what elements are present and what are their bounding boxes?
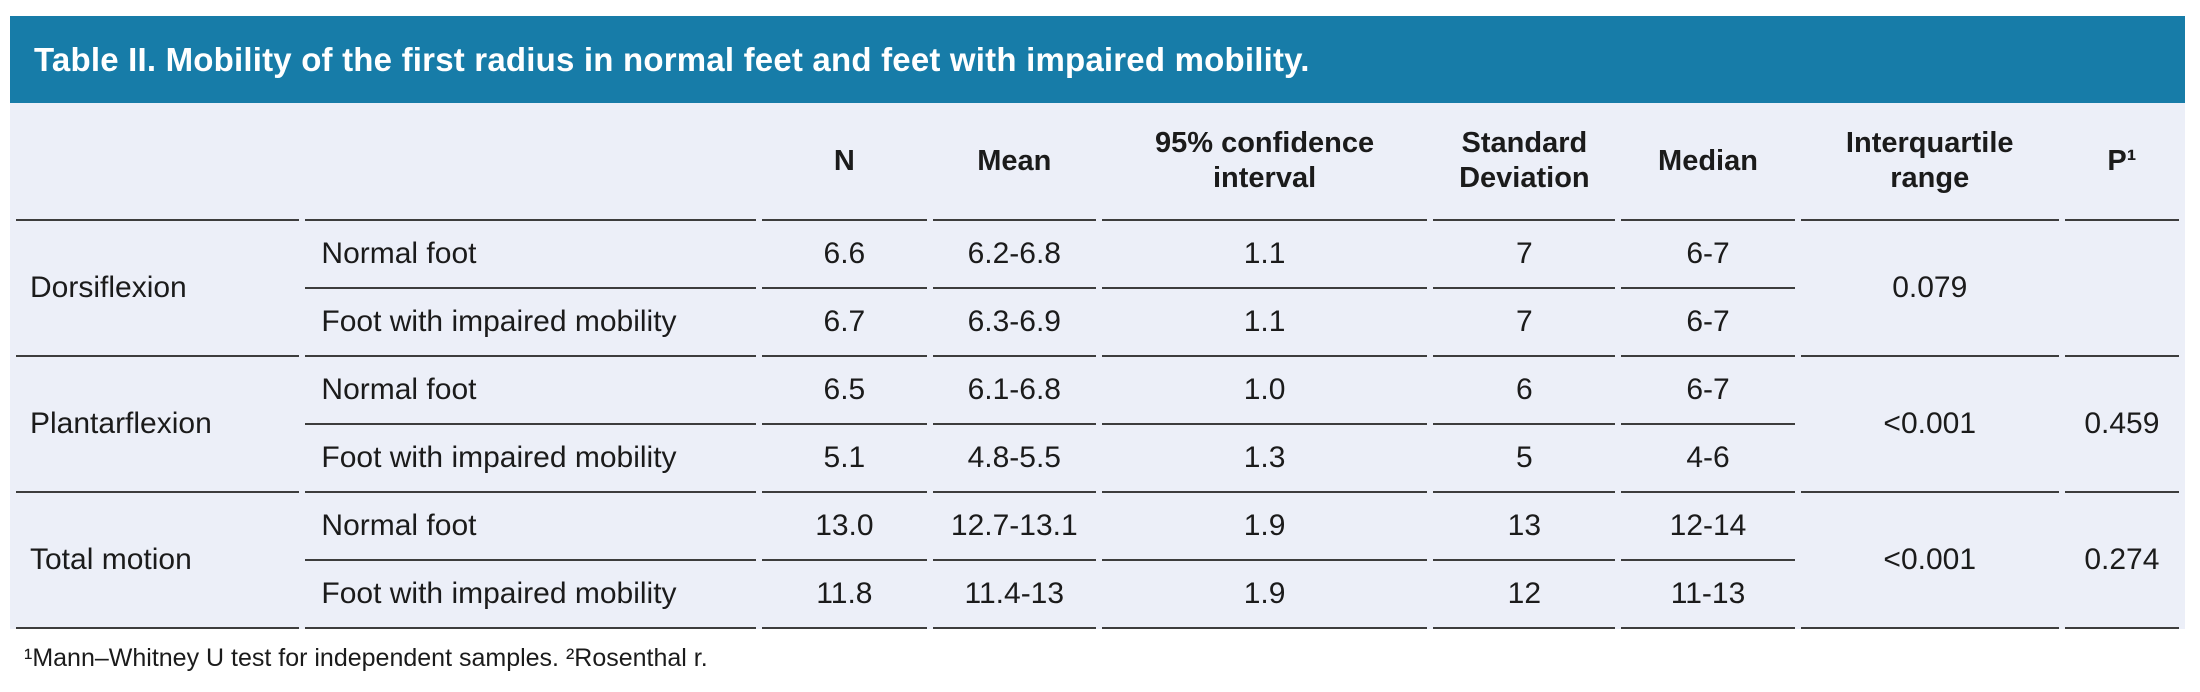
header-interquartile-range: Interquartile range	[1800, 103, 2059, 221]
sd-cell: 13	[1433, 493, 1616, 561]
ci-cell: 1.1	[1101, 289, 1428, 357]
iqr-merged-cell: <0.001	[1800, 493, 2059, 629]
n-cell: 6.5	[761, 357, 927, 425]
header-group-blank	[16, 103, 300, 221]
p-merged-cell: 0.459	[2064, 357, 2179, 493]
mean-cell: 6.2-6.8	[932, 221, 1096, 289]
table-row: Plantarflexion Normal foot 6.5 6.1-6.8 1…	[16, 357, 2179, 493]
header-standard-deviation: Standard Deviation	[1433, 103, 1616, 221]
table-row: Foot with impaired mobility 11.8 11.4-13…	[16, 561, 2179, 629]
median-cell: 4-6	[1621, 425, 1795, 493]
condition-cell: Foot with impaired mobility	[305, 425, 756, 493]
row-label-plantarflexion: Plantarflexion	[16, 357, 300, 493]
ci-cell: 1.9	[1101, 561, 1428, 629]
n-cell: 6.7	[761, 289, 927, 357]
table-title: Table II. Mobility of the first radius i…	[34, 40, 1310, 78]
table-title-bar: Table II. Mobility of the first radius i…	[10, 16, 2185, 103]
condition-cell: Normal foot	[305, 221, 756, 289]
n-cell: 11.8	[761, 561, 927, 629]
ci-cell: 1.0	[1101, 357, 1428, 425]
table-figure: Table II. Mobility of the first radius i…	[10, 16, 2185, 673]
header-median: Median	[1621, 103, 1795, 221]
median-cell: 6-7	[1621, 289, 1795, 357]
header-confidence-interval: 95% confidence interval	[1101, 103, 1428, 221]
median-cell: 6-7	[1621, 221, 1795, 289]
iqr-merged-cell: 0.079	[1800, 221, 2059, 357]
row-label-dorsiflexion: Dorsiflexion	[16, 221, 300, 357]
n-cell: 5.1	[761, 425, 927, 493]
table-row: Dorsiflexion Normal foot 6.6 6.2-6.8 1.1…	[16, 221, 2179, 357]
row-label-total-motion: Total motion	[16, 493, 300, 629]
ci-cell: 1.3	[1101, 425, 1428, 493]
median-cell: 11-13	[1621, 561, 1795, 629]
table-row: Total motion Normal foot 13.0 12.7-13.1 …	[16, 493, 2179, 629]
mean-cell: 6.1-6.8	[932, 357, 1096, 425]
table-row: Foot with impaired mobility 6.7 6.3-6.9 …	[16, 289, 2179, 357]
ci-cell: 1.9	[1101, 493, 1428, 561]
mobility-data-table: N Mean 95% confidence interval Standard …	[10, 103, 2185, 629]
sd-cell: 5	[1433, 425, 1616, 493]
header-row: N Mean 95% confidence interval Standard …	[16, 103, 2179, 221]
ci-cell: 1.1	[1101, 221, 1428, 289]
sd-cell: 12	[1433, 561, 1616, 629]
mean-cell: 6.3-6.9	[932, 289, 1096, 357]
condition-cell: Foot with impaired mobility	[305, 561, 756, 629]
table-row: Foot with impaired mobility 5.1 4.8-5.5 …	[16, 425, 2179, 493]
n-cell: 13.0	[761, 493, 927, 561]
header-n: N	[761, 103, 927, 221]
sd-cell: 7	[1433, 289, 1616, 357]
condition-cell: Normal foot	[305, 357, 756, 425]
iqr-merged-cell: <0.001	[1800, 357, 2059, 493]
condition-cell: Foot with impaired mobility	[305, 289, 756, 357]
p-merged-cell	[2064, 221, 2179, 357]
header-mean: Mean	[932, 103, 1096, 221]
header-p-value: P¹	[2064, 103, 2179, 221]
p-merged-cell: 0.274	[2064, 493, 2179, 629]
sd-cell: 6	[1433, 357, 1616, 425]
sd-cell: 7	[1433, 221, 1616, 289]
header-condition-blank	[305, 103, 756, 221]
mean-cell: 12.7-13.1	[932, 493, 1096, 561]
n-cell: 6.6	[761, 221, 927, 289]
condition-cell: Normal foot	[305, 493, 756, 561]
median-cell: 6-7	[1621, 357, 1795, 425]
median-cell: 12-14	[1621, 493, 1795, 561]
mean-cell: 11.4-13	[932, 561, 1096, 629]
footnote: ¹Mann–Whitney U test for independent sam…	[24, 644, 708, 672]
mean-cell: 4.8-5.5	[932, 425, 1096, 493]
